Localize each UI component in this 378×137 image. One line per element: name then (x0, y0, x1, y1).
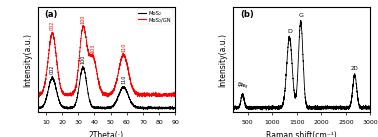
Text: (b): (b) (240, 10, 254, 19)
Text: 110: 110 (121, 75, 126, 84)
Legend: MoS₂, MoS₂/GN: MoS₂, MoS₂/GN (137, 9, 173, 24)
Text: 100: 100 (81, 55, 85, 64)
X-axis label: 2Theta(·): 2Theta(·) (89, 131, 124, 137)
Text: 2D: 2D (351, 66, 359, 72)
X-axis label: Raman shift(cm⁻¹): Raman shift(cm⁻¹) (266, 131, 337, 137)
Text: 002: 002 (50, 21, 55, 30)
Text: 100: 100 (81, 14, 85, 24)
Text: 103: 103 (90, 44, 95, 53)
Text: D: D (287, 29, 292, 34)
Text: (a): (a) (45, 10, 58, 19)
Y-axis label: Intensity(a.u.): Intensity(a.u.) (23, 33, 32, 87)
Text: 110: 110 (121, 43, 126, 52)
Text: $E_{2g}$: $E_{2g}$ (237, 81, 247, 91)
Text: G: G (298, 13, 303, 18)
Text: $A_{1g}$: $A_{1g}$ (238, 81, 249, 92)
Y-axis label: Intensity(a.u.): Intensity(a.u.) (218, 33, 228, 87)
Text: 002: 002 (50, 65, 55, 74)
